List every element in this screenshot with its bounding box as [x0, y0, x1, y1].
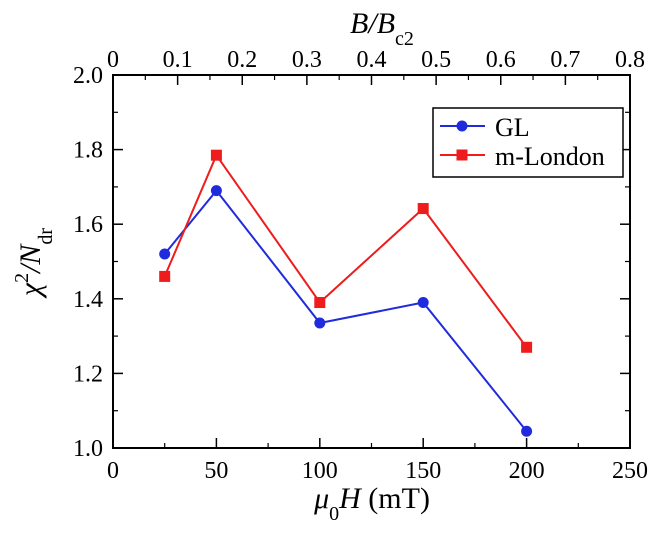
top-tick-label: 0.6 — [486, 47, 516, 73]
top-tick-label: 0 — [107, 47, 119, 73]
top-axis-ticks: 0 0.1 0.2 0.3 0.4 0.5 0.6 0.7 0.8 — [107, 47, 645, 85]
x-tick-label: 200 — [509, 458, 545, 484]
y-tick-label: 1.0 — [73, 436, 103, 462]
point-m-london — [159, 270, 171, 282]
y-tick-label: 1.8 — [73, 138, 103, 164]
legend-m-london-label: m-London — [495, 142, 605, 171]
x-tick-label: 150 — [405, 458, 441, 484]
legend-gl-label: GL — [495, 113, 530, 142]
series-layer — [159, 149, 533, 437]
x-axis-label: μ0H (mT) — [313, 482, 430, 525]
legend-gl-marker — [456, 120, 468, 132]
legend-entry-m-london: m-London — [440, 142, 605, 171]
top-tick-label: 0.2 — [227, 47, 257, 73]
y-tick-label: 1.2 — [73, 361, 103, 387]
y-tick-label: 2.0 — [73, 63, 103, 89]
top-tick-label: 0.1 — [163, 47, 193, 73]
top-tick-label: 0.8 — [615, 47, 645, 73]
x-tick-label: 50 — [204, 458, 228, 484]
point-m-london — [314, 297, 326, 309]
legend-entry-gl: GL — [440, 113, 530, 142]
point-gl — [314, 317, 326, 329]
y-tick-label: 1.4 — [73, 287, 103, 313]
y-axis-ticks: 1.0 1.2 1.4 1.6 1.8 2.0 — [73, 63, 630, 462]
legend: GL m-London — [432, 107, 624, 178]
point-m-london — [521, 341, 533, 353]
x-tick-label: 250 — [612, 458, 648, 484]
x-axis-ticks: 0 50 100 150 200 250 — [107, 438, 648, 484]
point-m-london — [417, 203, 429, 215]
minor-ticks — [113, 75, 630, 448]
point-gl — [210, 185, 222, 197]
point-m-london — [210, 149, 222, 161]
y-axis-label: χ2/Ndr — [11, 228, 57, 300]
point-gl — [159, 248, 171, 260]
series-line-gl — [163, 188, 528, 432]
top-tick-label: 0.4 — [357, 47, 387, 73]
x-tick-label: 100 — [302, 458, 338, 484]
top-axis-label: B/Bc2 — [350, 7, 414, 50]
x-tick-label: 0 — [107, 458, 119, 484]
point-gl — [417, 297, 429, 309]
top-tick-label: 0.7 — [550, 47, 580, 73]
point-gl — [521, 425, 533, 437]
legend-m-london-marker — [456, 149, 468, 161]
top-tick-label: 0.5 — [421, 47, 451, 73]
top-tick-label: 0.3 — [292, 47, 322, 73]
y-tick-label: 1.6 — [73, 212, 103, 238]
legend-box — [432, 107, 624, 178]
